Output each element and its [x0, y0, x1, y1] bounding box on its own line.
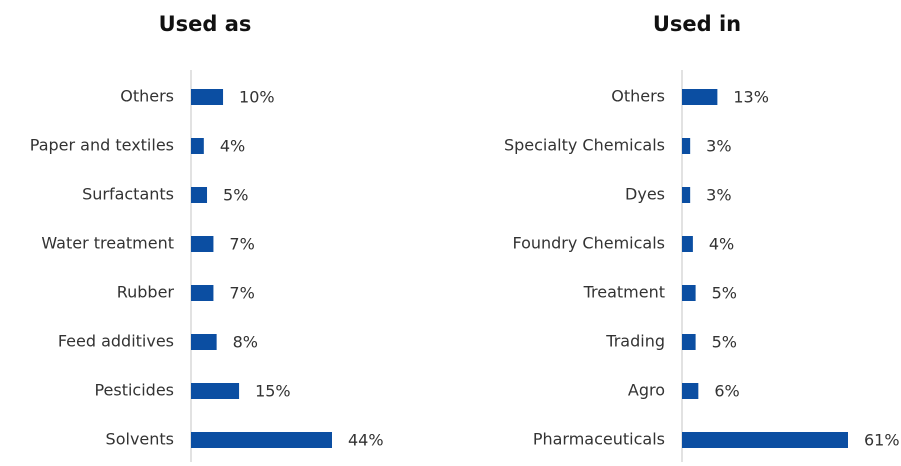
bar	[682, 383, 699, 399]
category-label: Treatment	[583, 283, 665, 302]
category-label: Others	[120, 87, 174, 106]
category-label: Specialty Chemicals	[504, 136, 665, 155]
bar	[191, 432, 332, 448]
category-label: Pesticides	[94, 381, 174, 400]
value-label: 13%	[733, 88, 769, 107]
value-label: 5%	[223, 186, 248, 205]
bar	[191, 285, 214, 301]
category-label: Dyes	[625, 185, 665, 204]
bar	[191, 236, 214, 252]
value-label: 5%	[712, 333, 737, 352]
category-label: Foundry Chemicals	[512, 234, 665, 253]
bar	[191, 89, 224, 105]
value-label: 61%	[864, 431, 900, 450]
category-label: Water treatment	[41, 234, 174, 253]
bar	[191, 383, 240, 399]
category-label: Feed additives	[58, 332, 174, 351]
value-label: 7%	[229, 235, 254, 254]
value-label: 7%	[229, 284, 254, 303]
bar	[682, 187, 691, 203]
category-label: Agro	[628, 381, 665, 400]
bar	[682, 334, 696, 350]
bar	[682, 138, 691, 154]
bar	[682, 89, 718, 105]
value-label: 8%	[233, 333, 258, 352]
value-label: 4%	[220, 137, 245, 156]
bar	[191, 138, 204, 154]
value-label: 15%	[255, 382, 291, 401]
value-label: 44%	[348, 431, 384, 450]
value-label: 4%	[709, 235, 734, 254]
bar	[682, 285, 696, 301]
category-label: Rubber	[117, 283, 175, 302]
value-label: 10%	[239, 88, 275, 107]
category-label: Pharmaceuticals	[533, 430, 665, 449]
value-label: 6%	[714, 382, 739, 401]
category-label: Others	[611, 87, 665, 106]
value-label: 5%	[712, 284, 737, 303]
bar	[682, 236, 693, 252]
chart-title: Used as	[159, 12, 252, 36]
value-label: 3%	[706, 137, 731, 156]
category-label: Paper and textiles	[30, 136, 174, 155]
value-label: 3%	[706, 186, 731, 205]
bar	[191, 187, 208, 203]
bar	[191, 334, 217, 350]
bar	[682, 432, 848, 448]
chart-title: Used in	[653, 12, 741, 36]
category-label: Trading	[605, 332, 665, 351]
category-label: Surfactants	[82, 185, 174, 204]
category-label: Solvents	[106, 430, 174, 449]
